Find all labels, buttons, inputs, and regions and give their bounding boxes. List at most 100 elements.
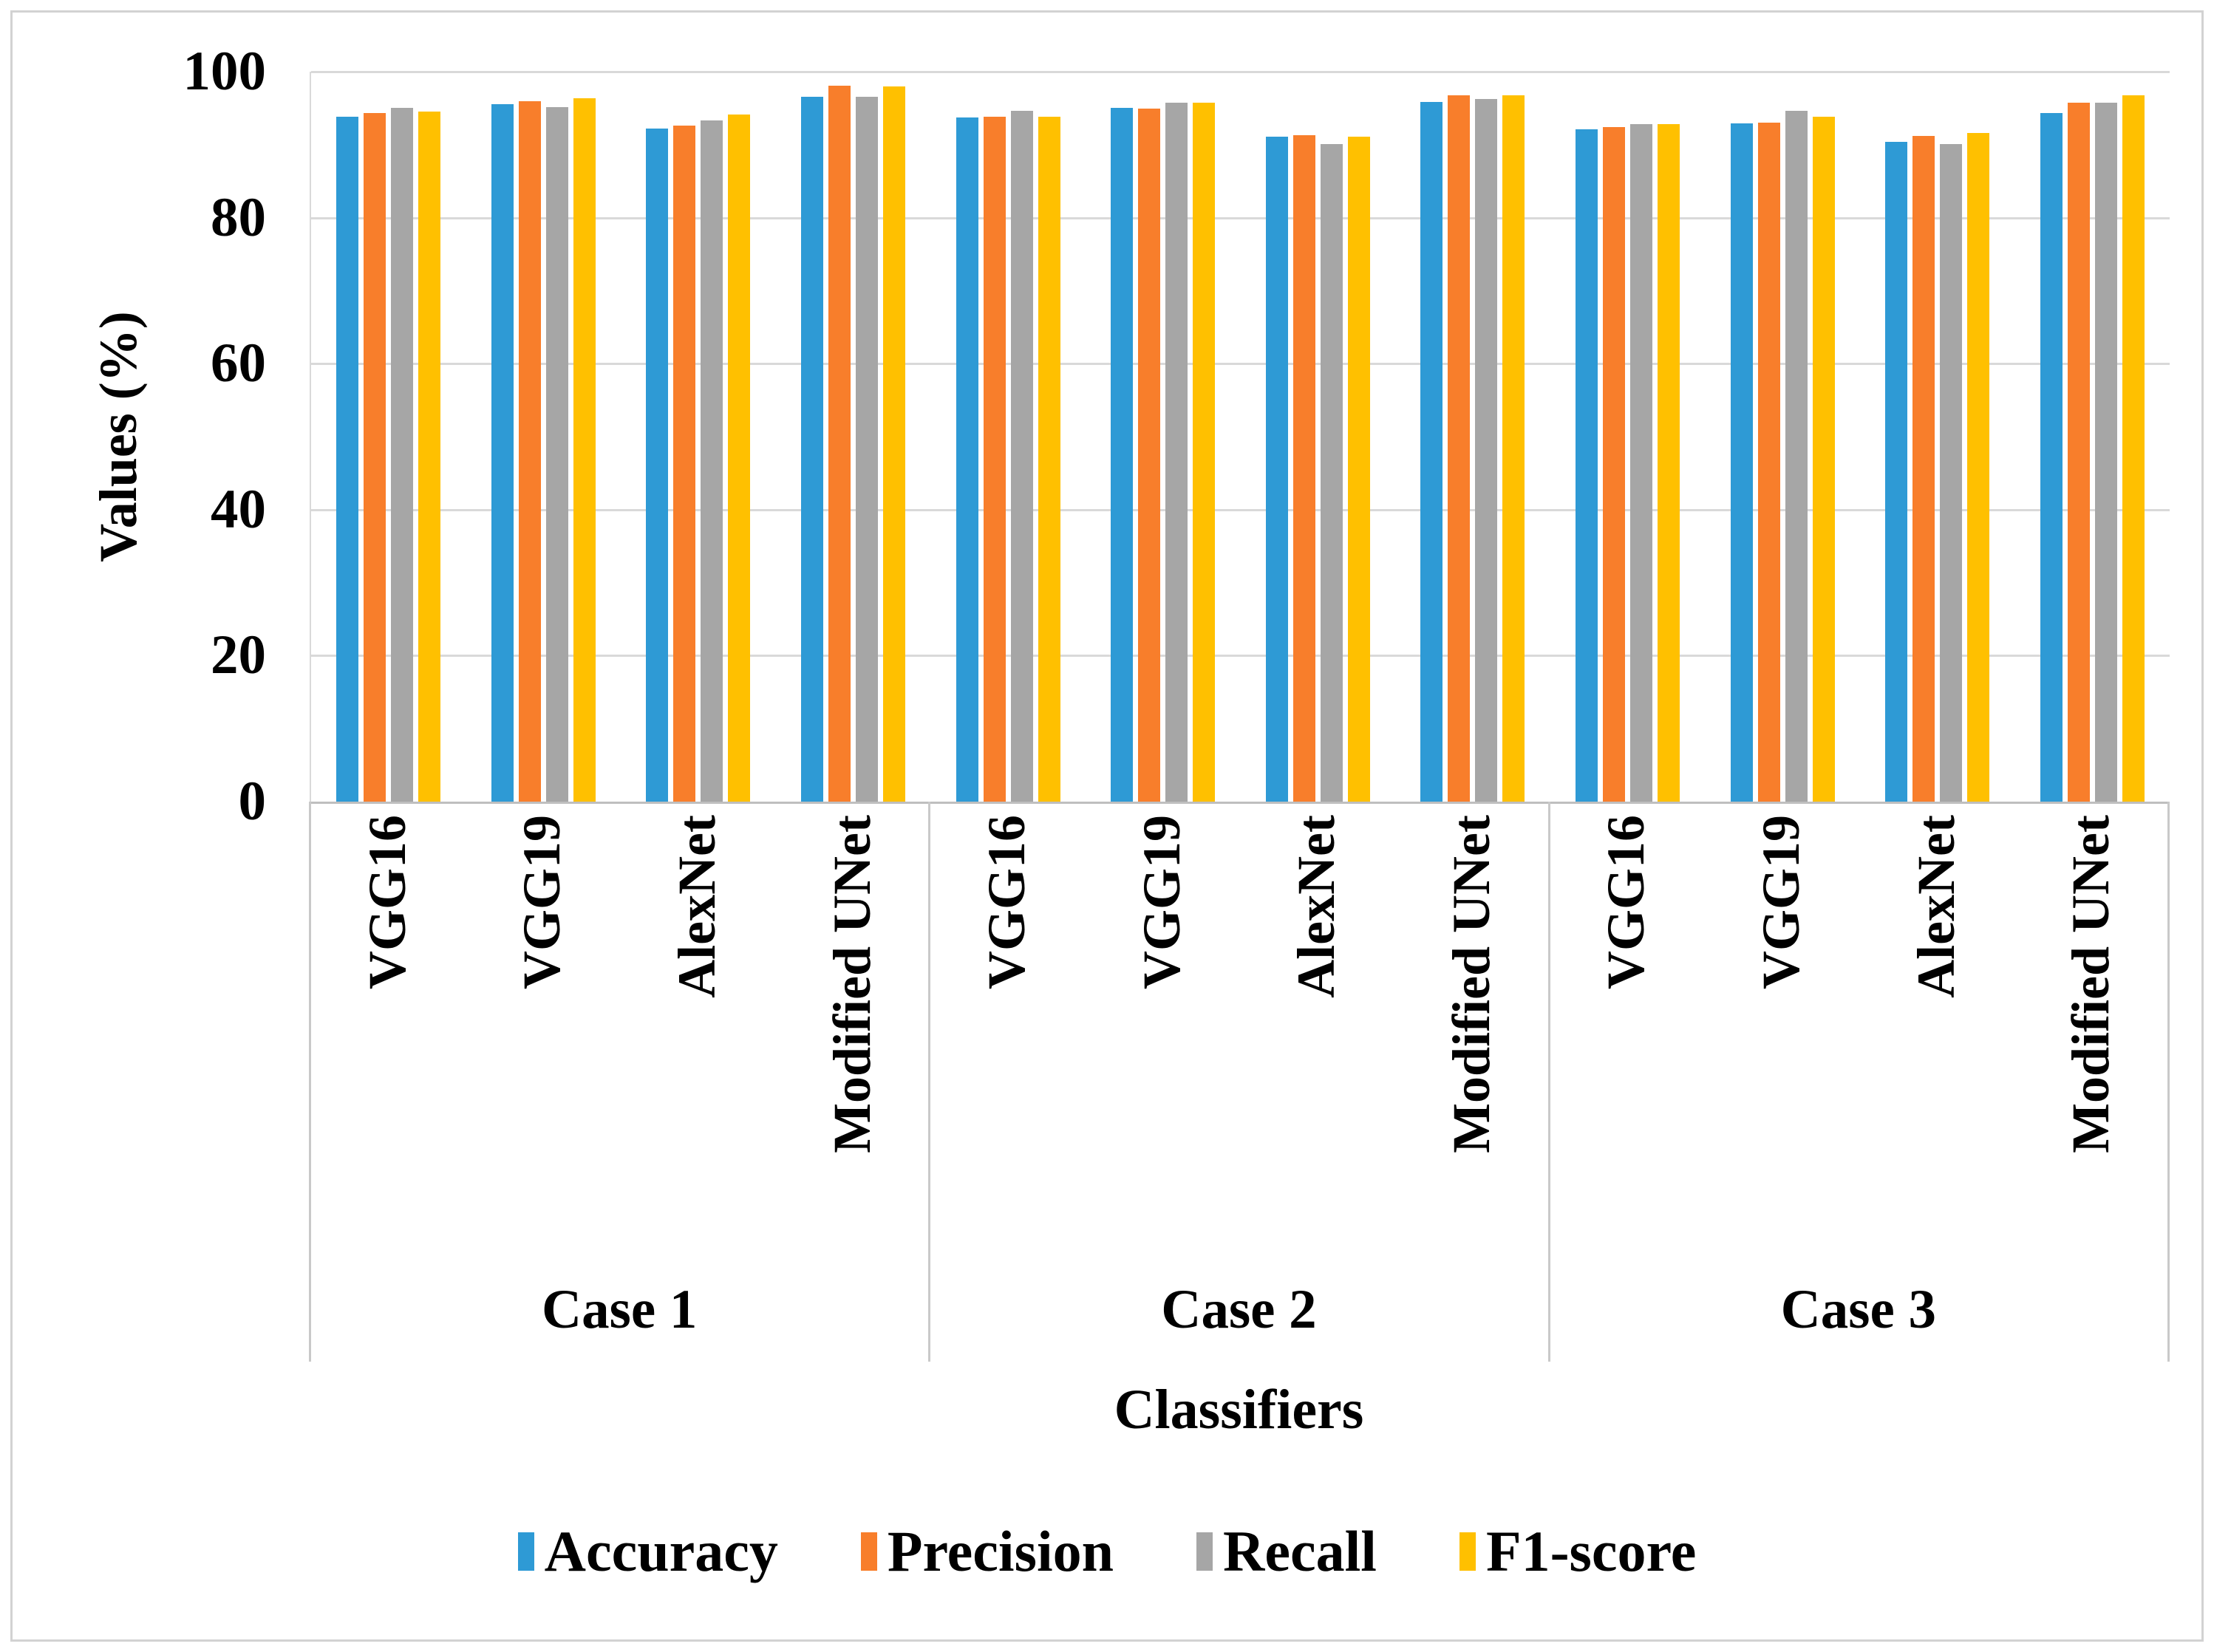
bar-accuracy: [1730, 123, 1753, 802]
legend-swatch-f1-score: [1459, 1532, 1476, 1571]
bar-recall: [1785, 111, 1808, 802]
bar-f1-score: [728, 115, 751, 802]
bar-f1-score: [1038, 117, 1060, 802]
x-axis-title: Classifiers: [1114, 1379, 1364, 1441]
legend-swatch-recall: [1196, 1532, 1213, 1571]
bar-f1-score: [573, 98, 596, 802]
bar-precision: [1448, 95, 1471, 802]
group-case2-vgg19: [1086, 72, 1241, 802]
y-tick-label-20: 20: [211, 624, 266, 686]
bar-recall: [1165, 103, 1188, 802]
bar-recall: [1320, 143, 1343, 802]
bar-accuracy: [336, 117, 359, 802]
classifier-label-alexnet: AlexNet: [667, 815, 726, 998]
bar-accuracy: [1265, 136, 1288, 802]
bar-precision: [1602, 127, 1625, 802]
y-axis-title: Values (%): [89, 311, 148, 562]
classifier-label-modifiedunet: Modified UNet: [2061, 815, 2121, 1153]
bar-precision: [1757, 123, 1780, 802]
group-case1-alexnet: [621, 72, 776, 802]
group-case1-modifiedunet: [776, 72, 931, 802]
bar-f1-score: [1347, 136, 1370, 802]
bar-f1-score: [883, 86, 906, 802]
case-label-2: Case 2: [1161, 1279, 1317, 1340]
y-tick-label-60: 60: [211, 332, 266, 395]
group-case2-alexnet: [1240, 72, 1395, 802]
legend-swatch-accuracy: [517, 1532, 534, 1571]
bar-recall: [1629, 124, 1652, 802]
classifier-label-vgg19: VGG19: [1131, 815, 1191, 990]
bar-accuracy: [1885, 141, 1908, 802]
bar-recall: [856, 96, 879, 802]
bar-precision: [518, 100, 541, 802]
bar-precision: [364, 113, 386, 802]
case-separator-3: [2167, 802, 2170, 1362]
bar-accuracy: [801, 96, 824, 802]
gridline-60: [311, 363, 2170, 366]
group-case2-modifiedunet: [1395, 72, 1550, 802]
case-label-1: Case 1: [541, 1279, 698, 1340]
bar-f1-score: [1502, 95, 1525, 802]
classifier-label-vgg16: VGG16: [1596, 815, 1656, 990]
group-case3-vgg19: [1705, 72, 1860, 802]
figure-border: [10, 10, 2204, 1642]
case-section-3: [1550, 72, 2170, 802]
bar-f1-score: [418, 112, 441, 802]
y-tick-label-100: 100: [183, 41, 267, 102]
bar-f1-score: [1657, 124, 1680, 802]
classifier-label-modifiedunet: Modified UNet: [822, 815, 882, 1153]
bar-precision: [673, 126, 696, 802]
group-case3-modifiedunet: [2014, 72, 2170, 802]
bar-recall: [1010, 111, 1033, 802]
legend-swatch-precision: [860, 1532, 877, 1571]
bar-recall: [701, 120, 723, 802]
gridline-40: [311, 508, 2170, 511]
legend-item-accuracy: Accuracy: [517, 1518, 778, 1585]
bar-f1-score: [1967, 133, 1990, 802]
legend-label-accuracy: Accuracy: [544, 1519, 778, 1583]
case-label-3: Case 3: [1780, 1279, 1937, 1340]
group-case3-vgg16: [1550, 72, 1706, 802]
group-case1-vgg19: [466, 72, 621, 802]
bar-groups: [311, 72, 2170, 802]
bar-f1-score: [1812, 117, 1835, 802]
case-separator-2: [1547, 802, 1550, 1362]
bar-accuracy: [956, 117, 978, 802]
bar-recall: [391, 108, 414, 802]
bar-precision: [2067, 102, 2090, 802]
classifier-label-alexnet: AlexNet: [1287, 815, 1346, 998]
legend-label-recall: Recall: [1223, 1519, 1377, 1583]
bar-precision: [828, 85, 851, 802]
bar-accuracy: [646, 129, 669, 802]
classifier-label-alexnet: AlexNet: [1906, 815, 1966, 998]
legend-item-recall: Recall: [1196, 1518, 1377, 1585]
gridline-100: [311, 71, 2170, 73]
classifier-label-vgg19: VGG19: [512, 815, 572, 990]
bar-recall: [1475, 98, 1498, 802]
plot-area: [310, 71, 2170, 804]
classifier-label-vgg16: VGG16: [977, 815, 1037, 990]
bar-recall: [2094, 102, 2117, 802]
bar-precision: [1912, 135, 1935, 802]
legend: Accuracy Precision Recall F1-score: [0, 1518, 2214, 1585]
group-case2-vgg16: [930, 72, 1086, 802]
bar-accuracy: [2040, 113, 2063, 802]
bar-f1-score: [1193, 103, 1216, 802]
legend-label-f1-score: F1-score: [1485, 1519, 1697, 1583]
group-case3-alexnet: [1860, 72, 2015, 802]
case-section-2: [930, 72, 1550, 802]
bar-recall: [545, 107, 568, 802]
y-tick-label-40: 40: [211, 478, 266, 540]
bar-accuracy: [1575, 129, 1598, 802]
bar-f1-score: [2122, 95, 2145, 802]
case-section-1: [311, 72, 930, 802]
bar-recall: [1940, 143, 1963, 802]
bar-precision: [983, 117, 1006, 802]
legend-label-precision: Precision: [887, 1519, 1114, 1583]
bar-accuracy: [1420, 101, 1443, 802]
gridline-80: [311, 216, 2170, 219]
gridline-20: [311, 655, 2170, 658]
case-separator-1: [928, 802, 931, 1362]
bar-precision: [1138, 109, 1161, 802]
